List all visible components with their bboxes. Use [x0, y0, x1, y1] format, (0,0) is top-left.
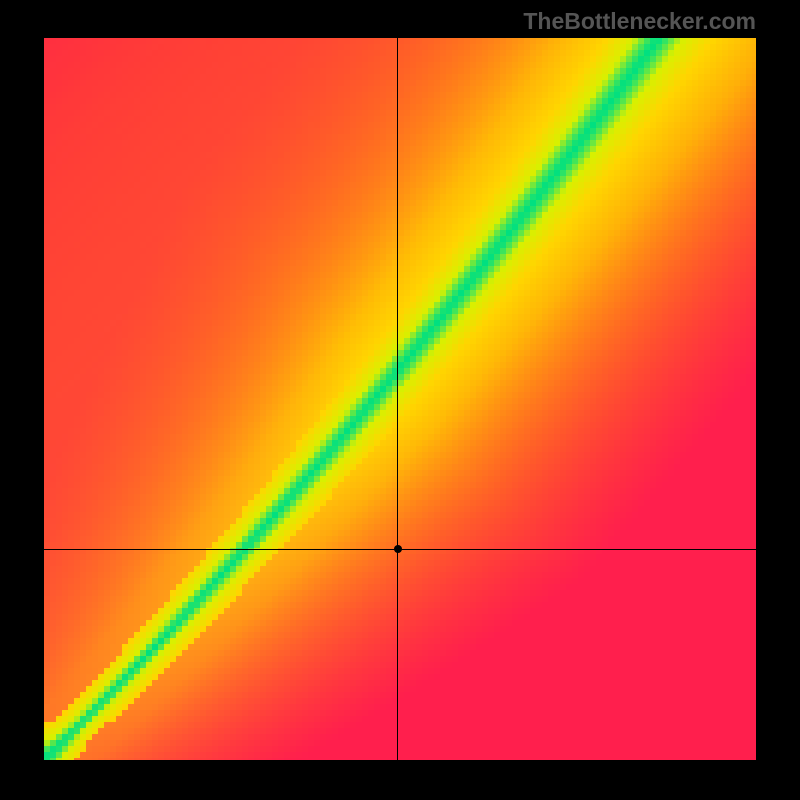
bottleneck-heatmap — [44, 38, 756, 760]
watermark-text: TheBottlenecker.com — [523, 8, 756, 35]
crosshair-point — [394, 545, 402, 553]
crosshair-vertical — [397, 38, 398, 760]
